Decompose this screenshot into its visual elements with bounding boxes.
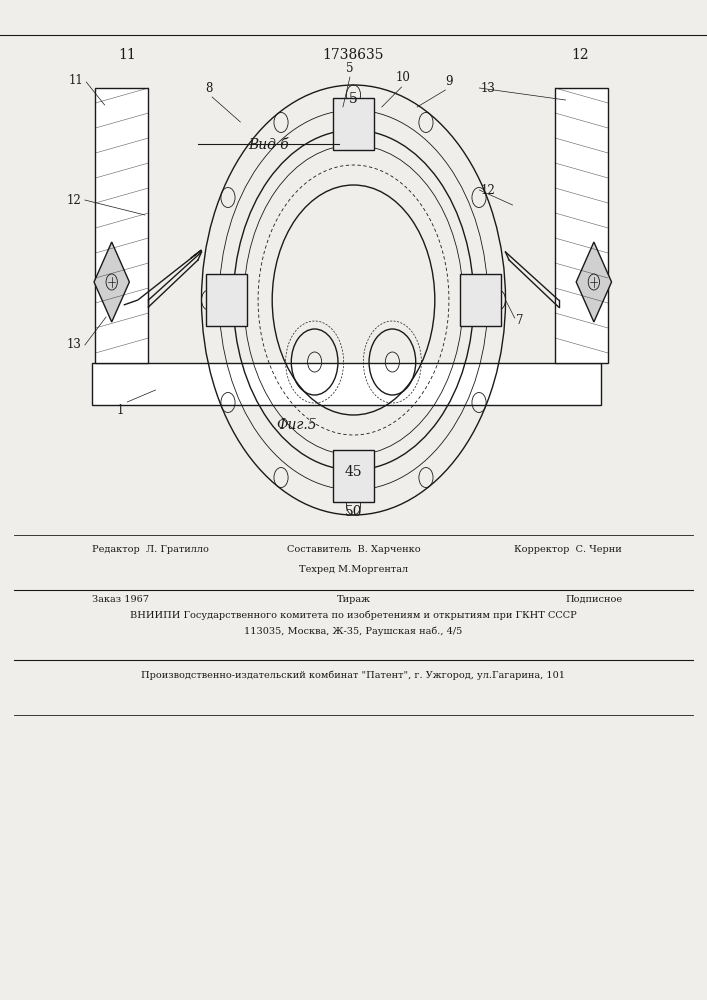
Text: 10: 10	[395, 71, 411, 84]
Text: 12: 12	[571, 48, 588, 62]
Text: 5: 5	[349, 92, 358, 106]
Bar	[333, 98, 374, 150]
Polygon shape	[576, 242, 612, 322]
Bar	[92, 363, 601, 405]
Text: 50: 50	[345, 505, 362, 519]
Text: 1738635: 1738635	[323, 48, 384, 62]
Text: Техред М.Моргентал: Техред М.Моргентал	[299, 565, 408, 574]
Bar	[206, 274, 247, 326]
Text: 7: 7	[516, 314, 524, 326]
Bar	[95, 88, 148, 363]
Text: 45: 45	[345, 465, 362, 479]
Text: 11: 11	[69, 74, 83, 87]
Text: 13: 13	[66, 338, 81, 352]
Text: 11: 11	[118, 48, 136, 62]
Polygon shape	[94, 242, 129, 322]
Text: Подписное: Подписное	[565, 595, 622, 604]
Text: 1: 1	[117, 404, 124, 417]
Text: Тираж: Тираж	[337, 595, 370, 604]
Text: 113035, Москва, Ж-35, Раушская наб., 4/5: 113035, Москва, Ж-35, Раушская наб., 4/5	[245, 627, 462, 637]
Text: Заказ 1967: Заказ 1967	[92, 595, 149, 604]
Text: 13: 13	[481, 82, 496, 95]
Text: Редактор  Л. Гратилло: Редактор Л. Гратилло	[92, 545, 209, 554]
Text: ВНИИПИ Государственного комитета по изобретениям и открытиям при ГКНТ СССР: ВНИИПИ Государственного комитета по изоб…	[130, 610, 577, 619]
Text: 9: 9	[445, 75, 452, 88]
Text: Вид б: Вид б	[248, 138, 289, 152]
Text: 8: 8	[205, 82, 212, 95]
Text: 5: 5	[346, 62, 354, 75]
Text: Фиг.5: Фиг.5	[276, 418, 317, 432]
Bar	[333, 450, 374, 502]
Text: Составитель  В. Харченко: Составитель В. Харченко	[286, 545, 421, 554]
Text: Производственно-издательский комбинат "Патент", г. Ужгород, ул.Гагарина, 101: Производственно-издательский комбинат "П…	[141, 670, 566, 680]
Text: 12: 12	[481, 184, 496, 196]
Bar	[460, 274, 501, 326]
Bar	[555, 88, 608, 363]
Text: Корректор  С. Черни: Корректор С. Черни	[515, 545, 622, 554]
Text: 12: 12	[66, 194, 81, 207]
